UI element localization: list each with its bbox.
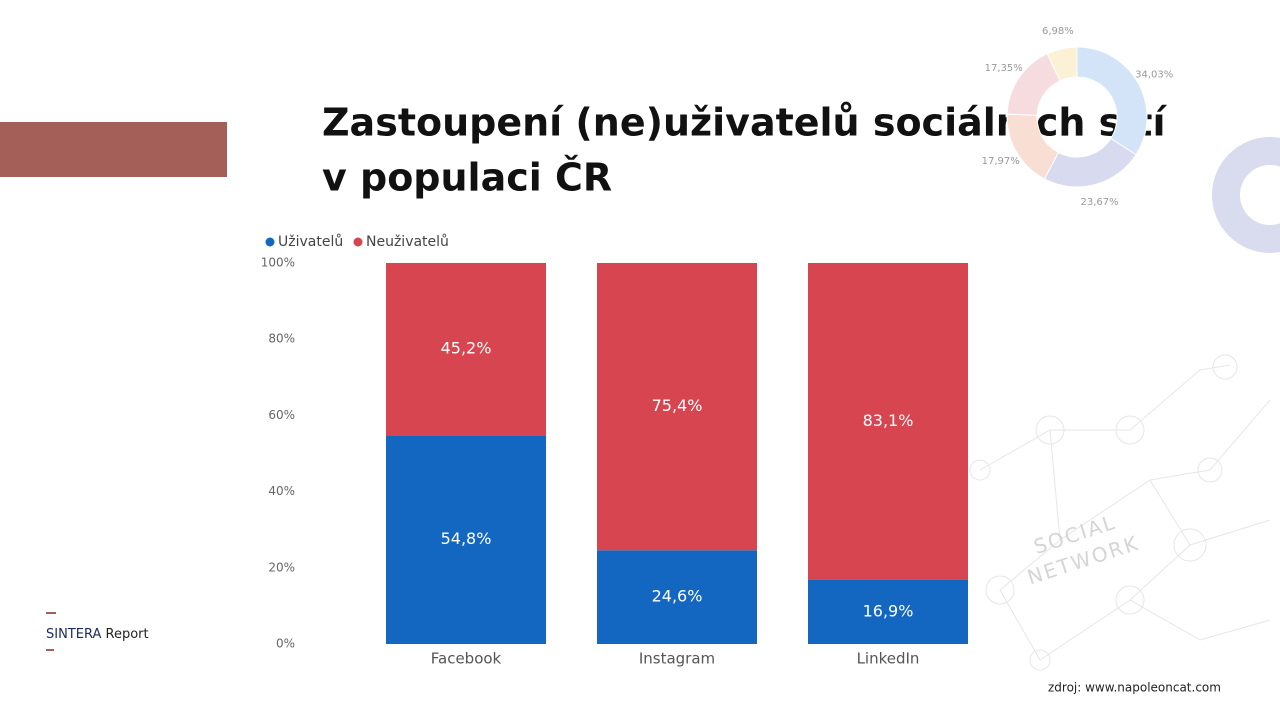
bar-segment — [597, 263, 757, 551]
bar-segment — [597, 550, 757, 644]
x-tick-label: Instagram — [639, 650, 715, 668]
data-label: 54,8% — [441, 529, 492, 548]
donut-segment — [1076, 46, 1148, 156]
legend-marker — [265, 237, 275, 247]
bar-segment — [808, 579, 968, 644]
decor-donut — [1212, 137, 1280, 253]
donut-label: 34,03% — [1135, 70, 1173, 81]
donut-segment — [1046, 46, 1078, 82]
logo-product: Report — [106, 627, 149, 642]
accent-bar — [0, 122, 227, 177]
data-label: 45,2% — [441, 339, 492, 358]
logo-brand: SINTERA — [46, 627, 101, 642]
y-tick-label: 20% — [268, 560, 295, 574]
legend-label: Neuživatelů — [366, 234, 449, 250]
y-tick-label: 60% — [268, 408, 295, 422]
x-tick-label: LinkedIn — [857, 650, 920, 668]
y-tick-label: 40% — [268, 484, 295, 498]
data-label: 24,6% — [652, 587, 703, 606]
y-tick-label: 80% — [268, 332, 295, 346]
donut-label: 17,35% — [985, 63, 1023, 74]
legend-label: Uživatelů — [278, 234, 343, 250]
legend-marker — [353, 237, 363, 247]
donut-label: 6,98% — [1042, 26, 1074, 37]
background-text: SOCIAL NETWORK — [1024, 510, 1142, 590]
y-tick-label: 100% — [261, 256, 295, 270]
bar-segment — [386, 263, 546, 436]
y-tick-label: 0% — [276, 637, 295, 651]
chart-title: v populaci ČR — [322, 156, 612, 200]
data-label: 75,4% — [652, 396, 703, 415]
source: zdroj: www.napoleoncat.com — [1048, 681, 1221, 695]
data-label: 83,1% — [863, 411, 914, 430]
bar-segment — [386, 435, 546, 644]
donut-label: 23,67% — [1081, 197, 1119, 208]
logo: SINTERA Report — [46, 627, 149, 642]
data-label: 16,9% — [863, 601, 914, 620]
donut-segment — [1043, 137, 1137, 188]
x-tick-label: Facebook — [431, 650, 502, 668]
donut-label: 17,97% — [982, 156, 1020, 167]
bar-segment — [808, 263, 968, 580]
network-decor — [969, 354, 1271, 671]
